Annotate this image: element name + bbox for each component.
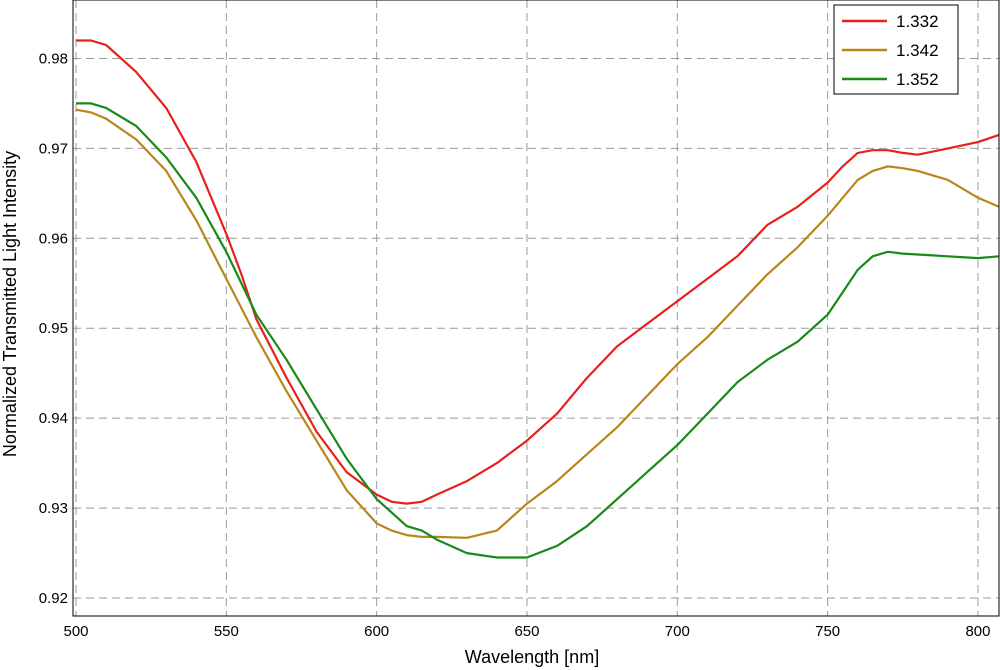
x-tick-label: 700 xyxy=(665,623,690,640)
x-tick-label: 800 xyxy=(965,623,990,640)
legend: 1.332 1.342 1.352 xyxy=(833,4,959,95)
y-tick-label: 0.97 xyxy=(39,140,68,157)
series-lines xyxy=(75,39,1000,559)
x-tick-label: 750 xyxy=(815,623,840,640)
y-tick-labels: 0.92 0.93 0.94 0.95 0.96 0.97 0.98 xyxy=(39,50,68,607)
y-tick-label: 0.92 xyxy=(39,590,68,607)
x-tick-label: 600 xyxy=(364,623,389,640)
x-tick-label: 650 xyxy=(514,623,539,640)
legend-label-3: 1.352 xyxy=(896,70,939,89)
x-tick-label: 500 xyxy=(63,623,88,640)
series-line-2 xyxy=(75,108,1000,539)
series-line-3 xyxy=(76,102,1000,559)
plot-area xyxy=(73,0,1000,616)
y-tick-label: 0.94 xyxy=(39,410,68,427)
x-tick-labels: 500 550 600 650 700 750 800 xyxy=(63,623,990,640)
x-axis-title: Wavelength [nm] xyxy=(465,647,599,667)
y-axis-title: Normalized Transmitted Light Intensity xyxy=(0,151,20,457)
y-tick-label: 0.93 xyxy=(39,500,68,517)
plot-border xyxy=(72,0,1000,617)
legend-label-1: 1.332 xyxy=(896,12,939,31)
legend-label-2: 1.342 xyxy=(896,41,939,60)
y-tick-label: 0.95 xyxy=(39,320,68,337)
y-tick-label: 0.96 xyxy=(39,230,68,247)
y-tick-label: 0.98 xyxy=(39,50,68,67)
series-line-1 xyxy=(76,39,1000,505)
x-tick-label: 550 xyxy=(214,623,239,640)
